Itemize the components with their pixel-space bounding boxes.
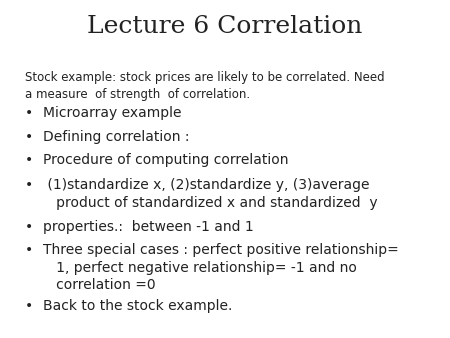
Text: •: • — [25, 178, 33, 192]
Text: •: • — [25, 243, 33, 257]
Text: Three special cases : perfect positive relationship=
   1, perfect negative rela: Three special cases : perfect positive r… — [43, 243, 399, 292]
Text: •: • — [25, 220, 33, 234]
Text: •: • — [25, 153, 33, 167]
Text: Lecture 6 Correlation: Lecture 6 Correlation — [87, 15, 363, 38]
Text: Procedure of computing correlation: Procedure of computing correlation — [43, 153, 288, 167]
Text: •: • — [25, 299, 33, 313]
Text: properties.:  between -1 and 1: properties.: between -1 and 1 — [43, 220, 253, 234]
Text: •: • — [25, 130, 33, 144]
Text: Stock example: stock prices are likely to be correlated. Need
a measure  of stre: Stock example: stock prices are likely t… — [25, 71, 384, 101]
Text: Microarray example: Microarray example — [43, 106, 181, 120]
Text: Defining correlation :: Defining correlation : — [43, 130, 189, 144]
Text: •: • — [25, 106, 33, 120]
Text: (1)standardize x, (2)standardize y, (3)average
   product of standardized x and : (1)standardize x, (2)standardize y, (3)a… — [43, 178, 378, 210]
Text: Back to the stock example.: Back to the stock example. — [43, 299, 232, 313]
